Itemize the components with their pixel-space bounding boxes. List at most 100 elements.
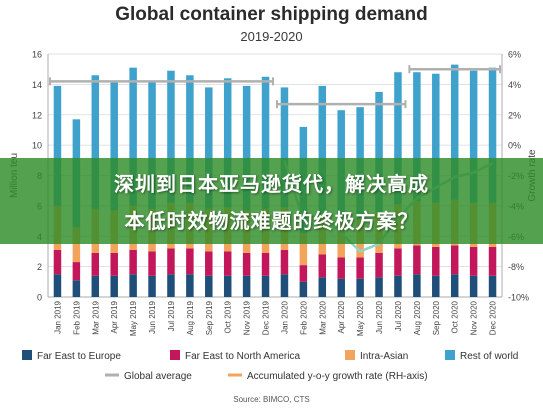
bar-segment xyxy=(186,75,194,203)
legend-swatch xyxy=(22,350,32,360)
bar-segment xyxy=(280,249,289,275)
x-tick-label: Apr 2020 xyxy=(337,300,346,333)
bar-segment xyxy=(223,251,232,276)
bar-segment xyxy=(394,275,402,297)
bar-segment xyxy=(148,275,156,297)
bar-segment xyxy=(242,275,251,297)
bar-segment xyxy=(53,274,62,297)
bar-segment xyxy=(356,257,364,279)
bar-segment xyxy=(318,85,327,214)
bar-segment xyxy=(280,87,289,208)
overlay-text-line-2: 本低时效物流难题的终极方案？ xyxy=(124,209,419,233)
y-right-tick-label: 4% xyxy=(508,80,521,90)
x-tick-label: Jul 2019 xyxy=(167,300,176,331)
chart-subtitle: 2019-2020 xyxy=(240,29,303,44)
y-tick-label: 14 xyxy=(32,80,42,90)
y-tick-label: 0 xyxy=(37,293,42,303)
x-tick-label: Dec 2019 xyxy=(262,300,271,335)
bar-segment xyxy=(167,248,175,275)
bar-segment xyxy=(167,70,175,203)
bar-segment xyxy=(72,280,81,297)
y-right-tick-label: -8% xyxy=(508,262,524,272)
bar-segment xyxy=(318,254,327,278)
bar-segment xyxy=(432,275,440,297)
x-tick-label: Feb 2020 xyxy=(299,300,308,334)
bar-segment xyxy=(242,85,251,211)
bar-segment xyxy=(450,64,459,200)
bar-segment xyxy=(375,277,383,297)
bar-segment xyxy=(450,274,459,297)
bar-segment xyxy=(261,252,270,276)
bar-segment xyxy=(432,246,440,276)
x-tick-label: Jun 2019 xyxy=(148,300,157,333)
x-tick-label: Dec 2020 xyxy=(489,300,498,335)
bar-segment xyxy=(205,87,213,209)
x-tick-label: Sep 2019 xyxy=(205,300,214,335)
overlay-banner xyxy=(0,158,543,244)
x-tick-label: Jan 2019 xyxy=(53,300,62,333)
bar-segment xyxy=(129,67,137,206)
legend-swatch xyxy=(170,350,180,360)
bar-segment xyxy=(205,275,213,297)
bar-segment xyxy=(91,75,100,209)
bar-segment xyxy=(186,274,194,297)
bar-segment xyxy=(299,265,308,282)
bar-segment xyxy=(261,76,270,209)
bar-segment xyxy=(129,274,137,297)
legend-swatch xyxy=(345,350,355,360)
bar-segment xyxy=(72,262,81,281)
x-tick-label: Feb 2019 xyxy=(72,300,81,334)
x-tick-label: Jan 2020 xyxy=(280,300,289,333)
bar-segment xyxy=(53,85,62,206)
bar-segment xyxy=(261,275,270,297)
bar-segment xyxy=(469,275,478,297)
bar-segment xyxy=(375,252,383,278)
bar-segment xyxy=(413,72,421,202)
bar-segment xyxy=(167,274,175,297)
y-tick-label: 2 xyxy=(37,262,42,272)
bar-segment xyxy=(413,245,421,275)
x-tick-label: Aug 2020 xyxy=(413,300,422,335)
bar-segment xyxy=(394,72,402,205)
bar-segment xyxy=(186,248,194,275)
bar-segment xyxy=(488,275,497,297)
bar-segment xyxy=(148,251,156,276)
bar-segment xyxy=(394,248,402,276)
bar-segment xyxy=(375,91,383,212)
bar-segment xyxy=(110,252,118,276)
legend-label: Far East to North America xyxy=(185,351,300,362)
bar-segment xyxy=(148,81,156,209)
x-tick-label: May 2019 xyxy=(129,300,138,336)
bar-segment xyxy=(223,78,232,208)
overlay-text-line-1: 深圳到日本亚马逊货代，解决高成 xyxy=(114,172,429,196)
bar-segment xyxy=(469,246,478,276)
bar-segment xyxy=(72,227,81,263)
chart-source: Source: BIMCO, CTS xyxy=(233,395,310,404)
y-right-tick-label: 6% xyxy=(508,50,521,60)
x-tick-label: Jul 2020 xyxy=(394,300,403,331)
legend-label: Far East to Europe xyxy=(37,351,121,362)
x-tick-label: Mar 2019 xyxy=(91,300,100,334)
bar-segment xyxy=(337,278,345,297)
x-tick-label: Sep 2020 xyxy=(432,300,441,335)
bar-segment xyxy=(110,275,118,297)
bar-segment xyxy=(91,252,100,276)
chart-title: Global container shipping demand xyxy=(115,4,428,25)
y-tick-label: 12 xyxy=(32,110,42,120)
bar-segment xyxy=(413,274,421,297)
bar-segment xyxy=(110,81,118,211)
bar-segment xyxy=(242,252,251,276)
legend-label: Intra-Asian xyxy=(360,351,408,362)
legend-label: Accumulated y-o-y growth rate (RH-axis) xyxy=(247,371,428,382)
bar-segment xyxy=(223,275,232,297)
bar-segment xyxy=(280,274,289,297)
bar-segment xyxy=(488,67,497,203)
bar-segment xyxy=(129,249,137,275)
legend-label: Global average xyxy=(124,371,192,382)
x-tick-label: Apr 2019 xyxy=(110,300,119,333)
legend-label: Rest of world xyxy=(460,351,518,362)
bar-segment xyxy=(469,70,478,203)
bar-segment xyxy=(337,257,345,279)
x-tick-label: Oct 2019 xyxy=(224,300,233,333)
bar-segment xyxy=(299,281,308,297)
